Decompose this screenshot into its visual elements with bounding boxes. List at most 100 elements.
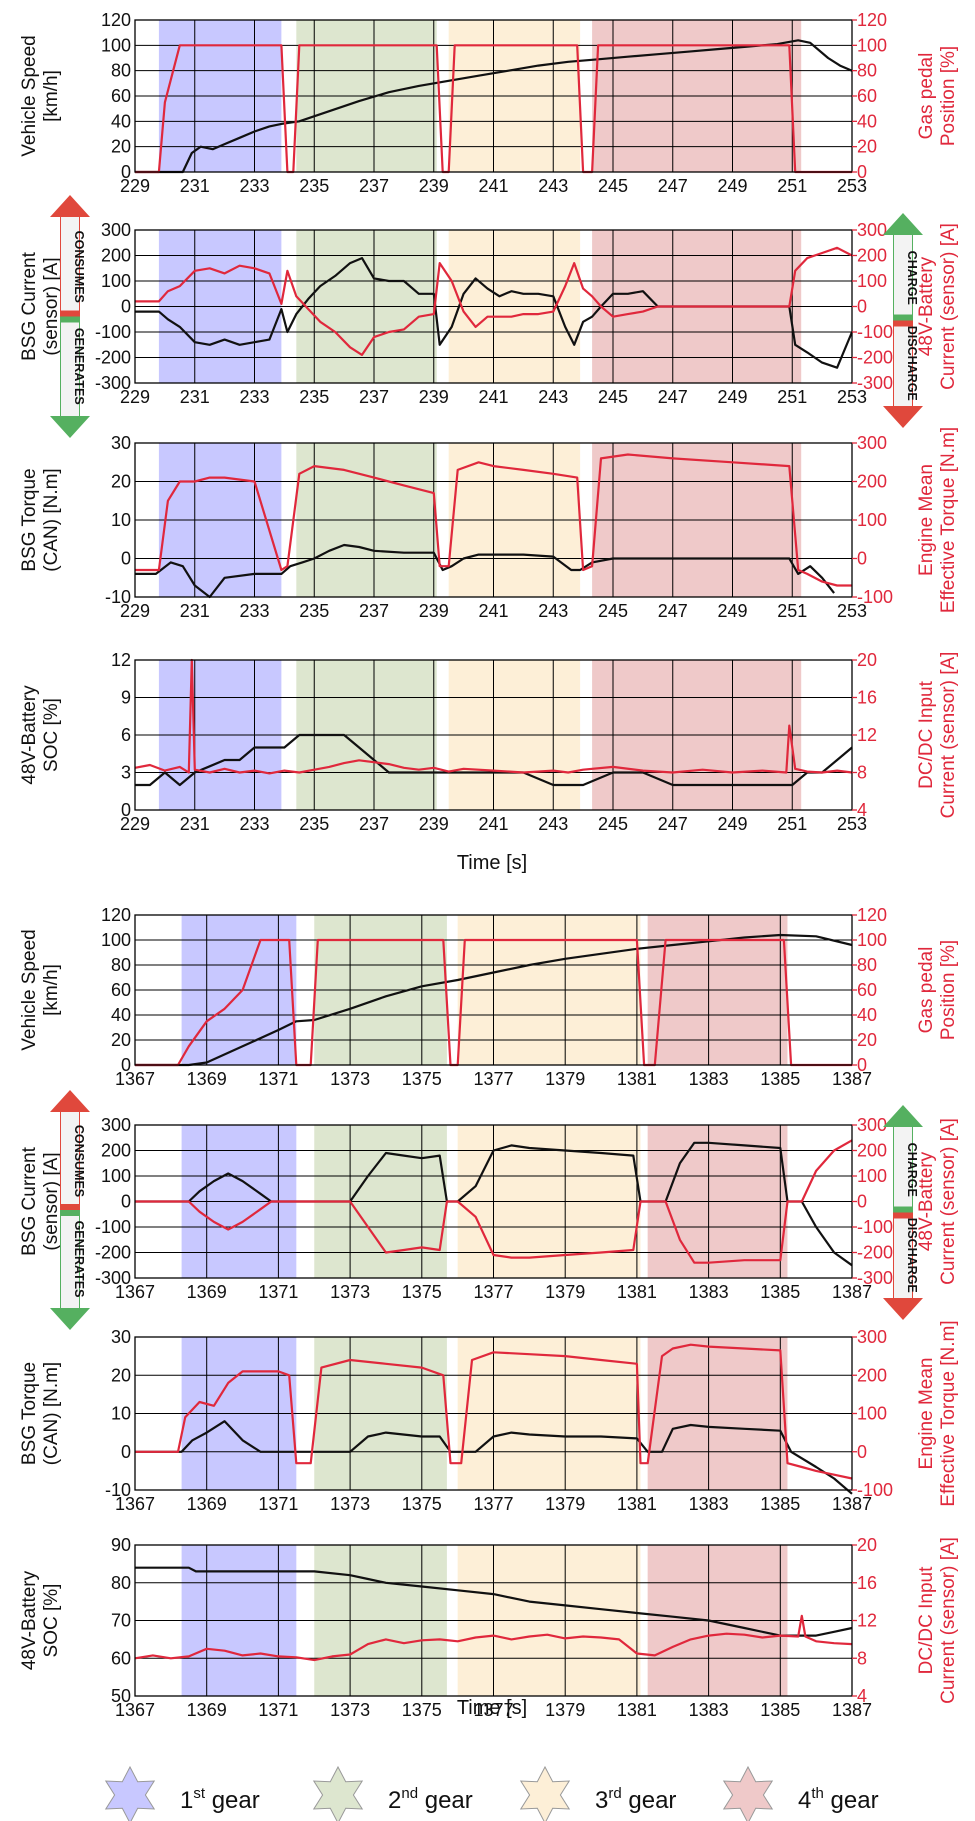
y-right-tick-label: 0 bbox=[857, 1192, 867, 1212]
y-tick-label: 20 bbox=[111, 1365, 131, 1385]
y-tick-label: 40 bbox=[111, 111, 131, 131]
x-tick-label: 235 bbox=[299, 601, 329, 621]
bsg-arrow-bottom: CONSUMES GENERATES bbox=[50, 1090, 90, 1330]
y-tick-label: 100 bbox=[101, 930, 131, 950]
x-tick-label: 1377 bbox=[473, 1494, 513, 1514]
legend-label: 3rd gear bbox=[595, 1785, 676, 1814]
legend-label-text: gear bbox=[824, 1787, 879, 1814]
y-right-tick-label: 16 bbox=[857, 688, 877, 708]
y-right-axis-label-line: Position [%] bbox=[938, 940, 959, 1040]
x-tick-label: 253 bbox=[837, 176, 867, 196]
legend-item-gear-1: 1st gear bbox=[104, 1765, 260, 1821]
y-right-tick-label: 40 bbox=[857, 1005, 877, 1025]
x-tick-label: 237 bbox=[359, 814, 389, 834]
x-tick-label: 1367 bbox=[115, 1494, 155, 1514]
y-right-axis-label: DC/DC InputCurrent (sensor) [A] bbox=[916, 652, 959, 819]
y-tick-label: 120 bbox=[101, 905, 131, 925]
y-tick-label: 60 bbox=[111, 1648, 131, 1668]
y-right-tick-label: -200 bbox=[857, 348, 893, 368]
panel-top-soc: 229 231 233 235 237 239 241 243 245 247 249 251 253 0… bbox=[19, 650, 959, 834]
series-red bbox=[134, 1614, 853, 1662]
y-tick-label: -200 bbox=[95, 348, 131, 368]
x-tick-label: 1385 bbox=[760, 1494, 800, 1514]
x-tick-label: 233 bbox=[239, 387, 269, 407]
y-tick-label: 40 bbox=[111, 1005, 131, 1025]
y-axis-label-line: [km/h] bbox=[41, 70, 62, 122]
x-tick-label: 251 bbox=[777, 601, 807, 621]
x-tick-label: 1387 bbox=[832, 1700, 872, 1720]
y-right-tick-label: 4 bbox=[857, 1686, 867, 1706]
arrow-label-bg bbox=[894, 1127, 912, 1207]
panel-top-speed: 229 231 233 235 237 239 241 243 245 247 249 251 2530… bbox=[19, 10, 959, 196]
y-right-tick-label: 200 bbox=[857, 246, 887, 266]
y-axis-label-line: Vehicle Speed bbox=[19, 929, 40, 1051]
x-tick-label: 245 bbox=[598, 387, 628, 407]
y-tick-label: -200 bbox=[95, 1243, 131, 1263]
x-tick-label: 243 bbox=[538, 176, 568, 196]
y-tick-label: -300 bbox=[95, 373, 131, 393]
y-axis-label-line: (sensor) [A] bbox=[41, 257, 62, 355]
x-tick-label: 249 bbox=[717, 176, 747, 196]
x-tick-label: 1369 bbox=[187, 1494, 227, 1514]
y-tick-label: -100 bbox=[95, 1217, 131, 1237]
arrow-label-bg bbox=[61, 322, 79, 416]
y-right-axis-label-line: Effective Torque [N.m] bbox=[938, 1320, 959, 1506]
y-tick-label: 9 bbox=[121, 688, 131, 708]
series-red bbox=[135, 453, 852, 587]
legend-label-suffix: th bbox=[811, 1785, 824, 1802]
x-tick-label: 1369 bbox=[187, 1282, 227, 1302]
y-axis-label-line: BSG Current bbox=[19, 1146, 40, 1255]
y-right-axis-label-line: Current (sensor) [A] bbox=[938, 1118, 959, 1285]
x-tick-label: 235 bbox=[299, 814, 329, 834]
x-tick-label: 1387 bbox=[832, 1069, 872, 1089]
y-tick-label: 10 bbox=[111, 510, 131, 530]
x-tick-label: 1383 bbox=[689, 1700, 729, 1720]
y-axis-label: BSG Current(sensor) [A] bbox=[19, 251, 62, 360]
y-axis-label: 48V-BatterySOC [%] bbox=[19, 685, 62, 785]
x-tick-label: 235 bbox=[299, 387, 329, 407]
series-black bbox=[135, 1420, 853, 1495]
legend-label-suffix: nd bbox=[401, 1785, 418, 1802]
y-tick-label: -100 bbox=[95, 322, 131, 342]
x-tick-label: 1383 bbox=[689, 1282, 729, 1302]
x-tick-label: 251 bbox=[777, 176, 807, 196]
y-right-axis-label: Engine MeanEffective Torque [N.m] bbox=[916, 427, 959, 613]
x-tick-label: 239 bbox=[419, 814, 449, 834]
y-tick-label: 30 bbox=[111, 1327, 131, 1347]
y-right-axis-label-line: Engine Mean bbox=[916, 464, 937, 576]
x-tick-label: 1383 bbox=[689, 1494, 729, 1514]
series-red bbox=[134, 658, 853, 775]
x-tick-label: 239 bbox=[419, 387, 449, 407]
x-tick-label: 1373 bbox=[330, 1069, 370, 1089]
arrow-label-bg bbox=[61, 217, 79, 311]
y-right-axis-label-line: Current (sensor) [A] bbox=[938, 652, 959, 819]
legend-label-text: gear bbox=[205, 1787, 260, 1814]
y-right-tick-label: 60 bbox=[857, 980, 877, 1000]
x-tick-label: 229 bbox=[120, 601, 150, 621]
y-right-tick-label: 0 bbox=[857, 297, 867, 317]
x-tick-label: 1375 bbox=[402, 1282, 442, 1302]
y-right-tick-label: 0 bbox=[857, 162, 867, 182]
legend-item-gear-4: 4th gear bbox=[722, 1765, 879, 1821]
series-red bbox=[135, 938, 852, 1067]
y-tick-label: 70 bbox=[111, 1611, 131, 1631]
y-right-axis-label-line: 48V-Battery bbox=[916, 256, 937, 356]
y-right-axis-label-line: Effective Torque [N.m] bbox=[938, 427, 959, 613]
x-tick-label: 241 bbox=[478, 814, 508, 834]
y-right-tick-label: 4 bbox=[857, 800, 867, 820]
y-right-tick-label: 300 bbox=[857, 1327, 887, 1347]
y-right-tick-label: 200 bbox=[857, 472, 887, 492]
y-right-tick-label: 8 bbox=[857, 1648, 867, 1668]
x-tick-label: 237 bbox=[359, 387, 389, 407]
y-right-tick-label: -100 bbox=[857, 1217, 893, 1237]
x-tick-label: 241 bbox=[478, 601, 508, 621]
x-tick-label: 1367 bbox=[115, 1069, 155, 1089]
y-right-axis-label-line: DC/DC Input bbox=[916, 680, 937, 788]
bsg-arrow-top: CONSUMES GENERATES bbox=[50, 195, 90, 438]
x-tick-label: 1379 bbox=[545, 1700, 585, 1720]
y-right-tick-label: 100 bbox=[857, 510, 887, 530]
series-black bbox=[135, 733, 853, 787]
x-tick-label: 243 bbox=[538, 814, 568, 834]
x-tick-label: 1385 bbox=[760, 1700, 800, 1720]
